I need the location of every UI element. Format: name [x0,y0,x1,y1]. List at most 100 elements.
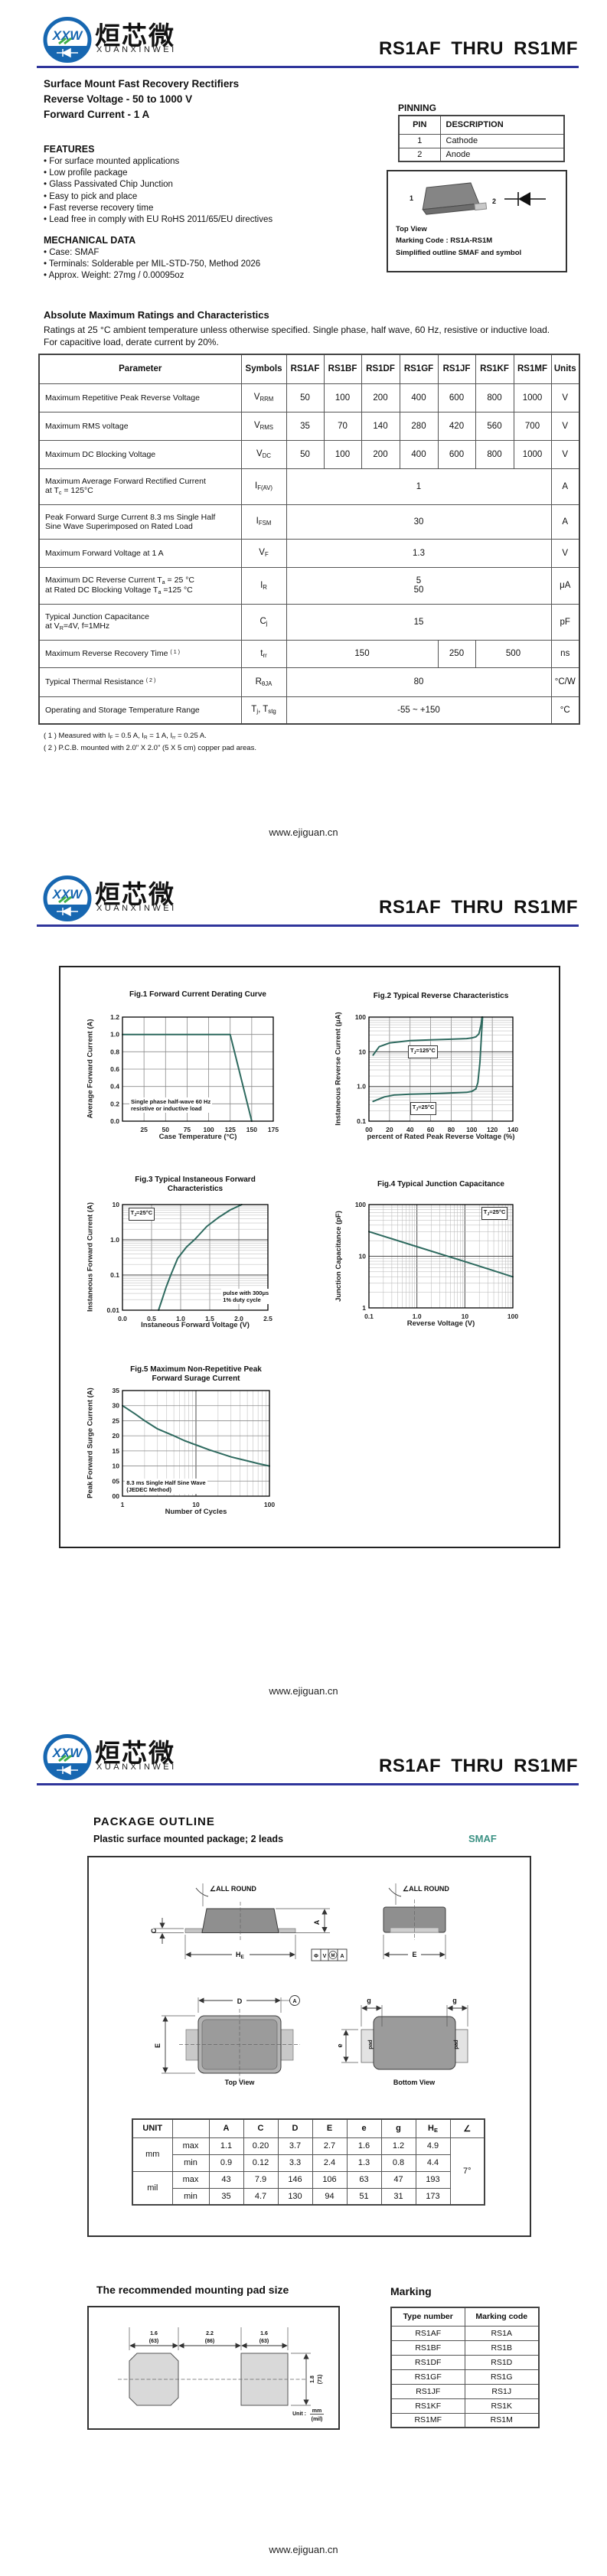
table-cell: RS1G [464,2369,540,2385]
table-header-cell: RS1JF [437,354,476,384]
top-view: D A E Top View [154,1995,300,2086]
svg-text:100: 100 [203,1126,214,1133]
table-cell: RS1A [464,2325,540,2341]
svg-text:0.5: 0.5 [147,1315,156,1322]
company-name-english: XUANXINWEI [96,1762,177,1772]
page-footer-url: www.ejiguan.cn [269,2544,338,2555]
page-footer-url: www.ejiguan.cn [269,1685,338,1697]
logo-monogram: XXW [52,1746,84,1760]
table-cell: 280 [399,411,439,441]
dim-e-label: E [154,2043,162,2048]
table-cell: 173 [415,2187,451,2206]
company-logo-icon: XXW [43,876,92,921]
page-3: XXW 烜芯微 XUANXINWEI RS1AF THRU RS1MF PACK… [0,1717,607,2576]
table-cell: 800 [475,383,514,412]
fig3-plot: 0.0 0.5 1.0 1.5 2.0 2.5 0.01 0.1 1.0 10 [106,1201,272,1322]
table-cell: Cj [240,603,287,641]
package-preview-box: 1 2 Top View Marking Code : RS1A-RS1M Si… [387,170,567,272]
table-cell: 100 [323,439,362,469]
table-cell: IFSM [240,504,287,540]
fig5-title: Fig.5 Maximum Non-Repetitive Peak Forward… [130,1365,262,1383]
fig2-ylabel: Instaneous Reverse Current (μA) [334,1012,343,1126]
pad-dim3: 1.6 [260,2331,268,2336]
company-logo-icon: XXW [43,17,92,63]
table-cell: 400 [399,439,439,469]
logo-diode-icon [57,47,78,58]
table-cell: min [171,2154,210,2172]
fig2-plot: 00 20 40 60 80 100 120 140 0.1 1.0 10 100 [355,1013,519,1133]
table-cell: 106 [312,2170,348,2189]
list-item: • Lead free in comply with EU RoHS 2011/… [44,215,273,225]
table-cell: °C [550,696,580,725]
table-cell: 500 [475,639,552,668]
fig3-ylabel: Instaneous Forward Current (A) [86,1202,95,1312]
table-header-cell: C [243,2118,279,2138]
dim-e-label: E [412,1951,416,1958]
pinning-heading: PINNING [398,103,437,113]
pad-dim1-mil: (63) [149,2339,158,2344]
unit-label: Unit : [292,2411,306,2417]
svg-text:00: 00 [365,1126,373,1133]
table-cell: max [171,2137,210,2155]
end-view: ∠ALL ROUND E [383,1883,449,1959]
table-header-row: Parameter Symbols RS1AF RS1BF RS1DF RS1GF RS1J… [38,354,580,384]
dim-a-label: A [313,1919,321,1925]
table-cell: max [171,2170,210,2189]
list-item: • Easy to pick and place [44,191,138,201]
table-cell: 1000 [513,383,552,412]
page-2: XXW 烜芯微 XUANXINWEI RS1AF THRU RS1MF Fig.… [0,859,607,1717]
table-header-cell: ∠ [449,2118,485,2138]
table-cell: -55 ~ +150 [286,696,552,725]
table-cell: Typical Junction Capacitance at VR=4V, f=… [38,603,242,641]
table-header-cell: D [277,2118,313,2138]
table-cell: 1.2 [380,2137,416,2155]
svg-text:0.8: 0.8 [110,1048,119,1055]
marking-table: Type number Marking code RS1AF RS1A RS1BF RS1… [390,2307,540,2428]
table-header-cell: RS1MF [513,354,552,384]
table-header-cell: e [346,2118,382,2138]
table-cell: 800 [475,439,514,469]
table-cell: 7.9 [243,2170,279,2189]
table-cell: RθJA [240,667,287,697]
list-item: • Terminals: Solderable per MIL-STD-750,… [44,259,261,269]
table-cell: RS1K [464,2398,540,2414]
svg-text:30: 30 [113,1402,120,1410]
svg-text:0.4: 0.4 [110,1083,119,1091]
table-row: mil max 43 7.9 146 106 63 47 193 [132,2170,485,2206]
table-cell: 15 [286,603,552,641]
svg-text:10: 10 [113,1462,120,1470]
table-cell: °C/W [550,667,580,697]
table-cell: 0.20 [243,2137,279,2155]
table-row: RS1KF RS1K [390,2398,540,2414]
table-cell: Maximum Forward Voltage at 1 A [38,538,242,568]
table-header-cell: g [380,2118,416,2138]
svg-text:100: 100 [355,1201,366,1208]
table-cell: 1000 [513,439,552,469]
table-cell: 1 [398,133,441,148]
table-row: RS1DF RS1D [390,2354,540,2370]
table-cell: 420 [437,411,476,441]
svg-text:20: 20 [113,1432,120,1440]
svg-text:1.2: 1.2 [110,1013,119,1021]
table-row: Maximum Forward Voltage at 1 A VF 1.3 V [38,538,580,568]
company-name-chinese: 烜芯微 [95,880,175,908]
table-cell: RS1AF [390,2325,465,2341]
table-cell: μA [550,566,580,605]
table-cell: Anode [439,147,565,162]
fig1-ylabel: Average Forward Current (A) [86,1019,95,1119]
table-row: RS1GF RS1G [390,2369,540,2385]
outline-caption: Simplified outline SMAF and symbol [396,249,522,257]
mounting-pad-drawing: 1.6 (63) 2.2 (86) 1.6 (63) 1.8 (71) Unit… [118,2327,324,2422]
table-row: mm max 1.1 0.20 3.7 2.7 1.6 1.2 4.9 7° [132,2137,485,2206]
svg-text:10: 10 [192,1501,200,1508]
svg-text:10: 10 [359,1048,367,1055]
table-cell: 600 [437,439,476,469]
table-cell: 70 [323,411,362,441]
table-header-cell: RS1AF [286,354,325,384]
svg-text:0.0: 0.0 [118,1315,127,1322]
table-cell: IR [240,566,287,605]
list-item: Surface Mount Fast Recovery Rectifiers [44,78,240,90]
table-cell: 193 [415,2170,451,2189]
table-cell: 4.7 [243,2187,279,2206]
fig5-annotation-0: 8.3 ms Single Half Sine Wave (JEDEC Metho… [125,1479,207,1495]
